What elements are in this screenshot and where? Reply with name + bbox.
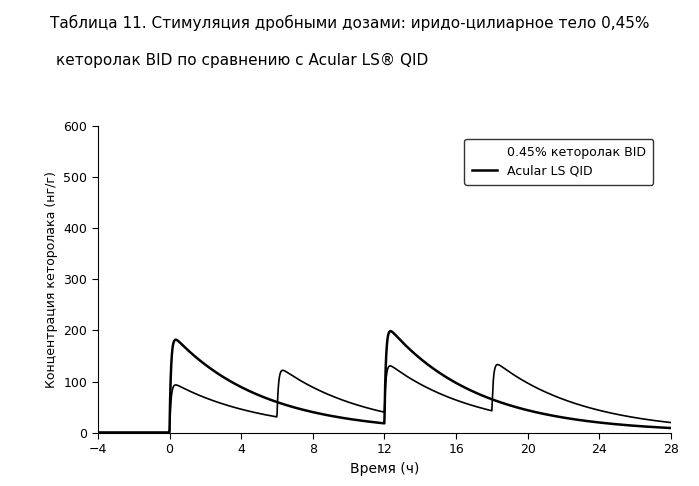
Text: Таблица 11. Стимуляция дробными дозами: иридо-цилиарное тело 0,45%: Таблица 11. Стимуляция дробными дозами: …: [50, 15, 649, 31]
Legend: 0.45% кеторолак BID, Acular LS QID: 0.45% кеторолак BID, Acular LS QID: [464, 139, 654, 185]
Y-axis label: Концентрация кеторолака (нг/г): Концентрация кеторолака (нг/г): [45, 171, 58, 388]
X-axis label: Время (ч): Время (ч): [350, 462, 419, 475]
Text: кеторолак BID по сравнению с Acular LS® QID: кеторолак BID по сравнению с Acular LS® …: [56, 53, 428, 69]
